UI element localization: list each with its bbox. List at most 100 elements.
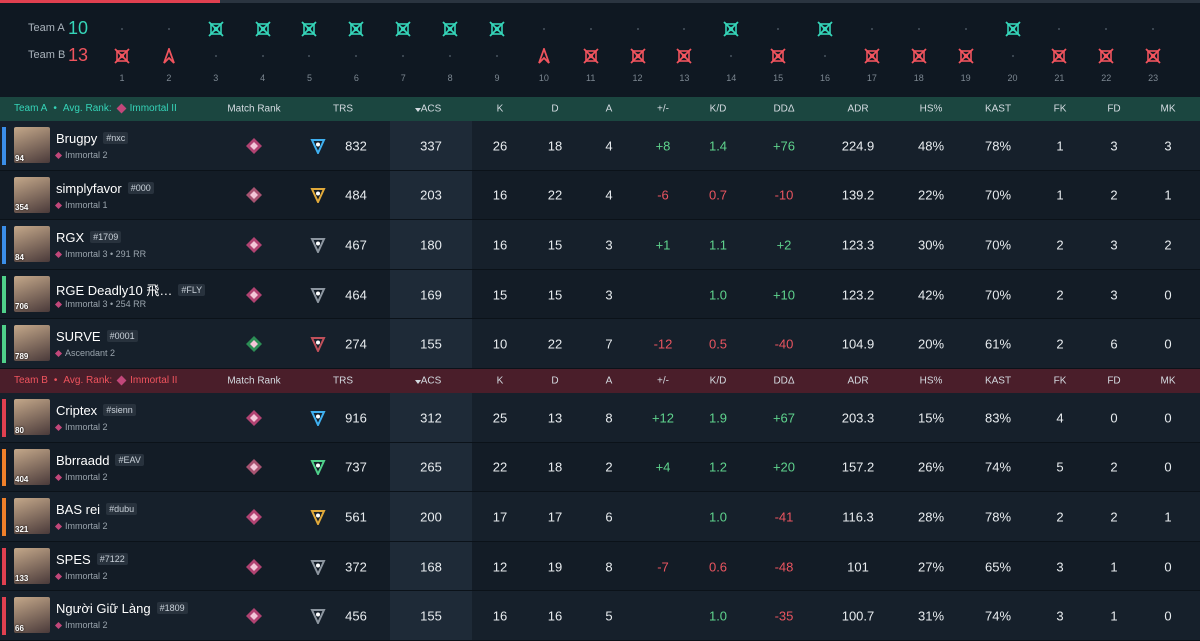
- stat-cell: 2: [605, 459, 613, 475]
- stat-cell: 70%: [984, 237, 1012, 253]
- stat-cell: 180: [420, 237, 442, 253]
- stat-cell: 22: [547, 187, 563, 203]
- stat-cell: 1: [1164, 509, 1172, 525]
- round-dot: [1152, 28, 1155, 30]
- party-bar: [2, 275, 6, 314]
- column-header: +/-: [657, 375, 669, 387]
- player-name-line: simplyfavor #000: [56, 181, 154, 196]
- stat-cell: 3: [1056, 559, 1064, 575]
- column-header: ADR: [847, 375, 869, 387]
- stat-cell: 1.0: [708, 287, 728, 303]
- round-number: 5: [306, 73, 312, 83]
- party-bar: [2, 226, 6, 264]
- column-header: D: [551, 375, 559, 387]
- stat-cell: 467: [345, 237, 367, 253]
- match-rank-icon: [246, 558, 262, 575]
- round-win-icon: [114, 48, 130, 64]
- column-header: HS%: [919, 103, 943, 115]
- round-win-icon: [629, 48, 646, 64]
- stat-cell: 83%: [984, 410, 1012, 426]
- stat-cell: 456: [345, 608, 367, 624]
- column-header: A: [605, 103, 613, 115]
- player-tag: #0001: [106, 330, 138, 343]
- match-rank-icon: [246, 608, 262, 625]
- player-row: 321 BAS rei #dubu Immortal 2 561 200 17 17 6 1.0 -…: [0, 492, 1200, 542]
- stat-cell: 0: [1164, 410, 1172, 426]
- column-header: DDΔ: [773, 103, 795, 115]
- stat-cell: 1.4: [708, 138, 728, 154]
- player-row: 706 RGE Deadly10 飛… #FLY Immortal 3 • 254 R…: [0, 269, 1200, 320]
- player-level: 321: [15, 524, 29, 534]
- stat-cell: 3: [1110, 287, 1118, 303]
- trs-icon: [310, 287, 326, 304]
- avatar: [14, 597, 50, 634]
- round-dot: [167, 28, 170, 30]
- stat-cell: 2: [1110, 509, 1118, 525]
- round-dot: [730, 55, 733, 57]
- player-rank: Immortal 2: [56, 620, 108, 630]
- stat-cell: 0: [1164, 287, 1172, 303]
- round-win-icon: [348, 21, 364, 37]
- player-name: SPES: [56, 551, 91, 567]
- stat-cell: 101: [847, 559, 869, 575]
- team-name: Team A: [14, 103, 48, 114]
- trs-icon: [310, 608, 326, 626]
- stat-cell: 1.9: [708, 410, 728, 426]
- stat-cell: -12: [653, 336, 673, 352]
- round-win-icon: [161, 46, 177, 64]
- player-row: 133 SPES #7122 Immortal 2 372 168 12 19 8 -7 0.6 -4…: [0, 541, 1200, 592]
- player-tag: #nxc: [103, 132, 129, 144]
- round-win-icon: [1098, 48, 1114, 64]
- acs-highlight: [390, 393, 472, 442]
- round-number: 3: [213, 73, 219, 83]
- stat-cell: 10: [492, 336, 508, 352]
- stat-cell: 20%: [917, 336, 945, 352]
- stat-cell: 61%: [984, 336, 1012, 352]
- round-number: 14: [726, 73, 737, 83]
- stat-cell: 1.0: [708, 608, 728, 624]
- stat-cell: 4: [605, 138, 613, 154]
- stat-cell: 78%: [984, 138, 1012, 154]
- player-rank: Immortal 2: [56, 472, 108, 482]
- stat-cell: 74%: [984, 459, 1012, 475]
- round-number: 13: [679, 73, 690, 83]
- avatar: [14, 127, 50, 163]
- stat-cell: 337: [420, 138, 442, 154]
- team-header-label: Team BAvg. Rank: Immortal II: [14, 375, 177, 386]
- round-win-icon: [864, 48, 880, 64]
- stat-cell: +10: [772, 287, 796, 303]
- stat-cell: 6: [605, 509, 613, 525]
- stat-cell: 27%: [917, 559, 945, 575]
- player-name: simplyfavor: [56, 180, 122, 196]
- stat-cell: 2: [1056, 336, 1064, 352]
- match-rank-icon: [246, 286, 262, 303]
- player-level: 80: [15, 425, 24, 435]
- column-header: FD: [1107, 375, 1121, 387]
- stat-cell: 0: [1164, 336, 1172, 352]
- round-number: 9: [494, 73, 500, 83]
- avatar: [14, 226, 50, 263]
- column-header: K: [496, 375, 504, 387]
- stat-cell: +12: [651, 410, 675, 426]
- stat-cell: 19: [547, 559, 563, 575]
- stat-cell: 16: [492, 187, 508, 203]
- stat-cell: 1.2: [708, 459, 728, 475]
- stat-cell: -35: [774, 608, 794, 624]
- avg-rank-label: Avg. Rank:: [48, 375, 112, 386]
- stat-cell: +1: [655, 237, 671, 253]
- player-name: RGE Deadly10 飛…: [56, 282, 173, 298]
- player-row: 94 Brugpy #nxc Immortal 2 832 337 26 18 4 +8 1.4 +7…: [0, 121, 1200, 171]
- stat-cell: +76: [772, 138, 796, 154]
- stat-cell: -48: [774, 559, 794, 575]
- column-header: MK: [1160, 103, 1176, 115]
- stat-cell: 312: [420, 410, 442, 426]
- stat-cell: 13: [547, 410, 563, 426]
- player-row: 404 Bbrraadd #EAV Immortal 2 737 265 22 18 2 +4 1.…: [0, 442, 1200, 493]
- acs-highlight: [390, 170, 472, 220]
- round-dot: [1105, 28, 1108, 30]
- stat-cell: 15: [547, 287, 563, 303]
- player-name-line: Brugpy #nxc: [56, 131, 129, 146]
- stat-cell: 26%: [917, 459, 945, 475]
- stat-cell: 203.3: [841, 410, 875, 426]
- stat-cell: 104.9: [841, 336, 875, 352]
